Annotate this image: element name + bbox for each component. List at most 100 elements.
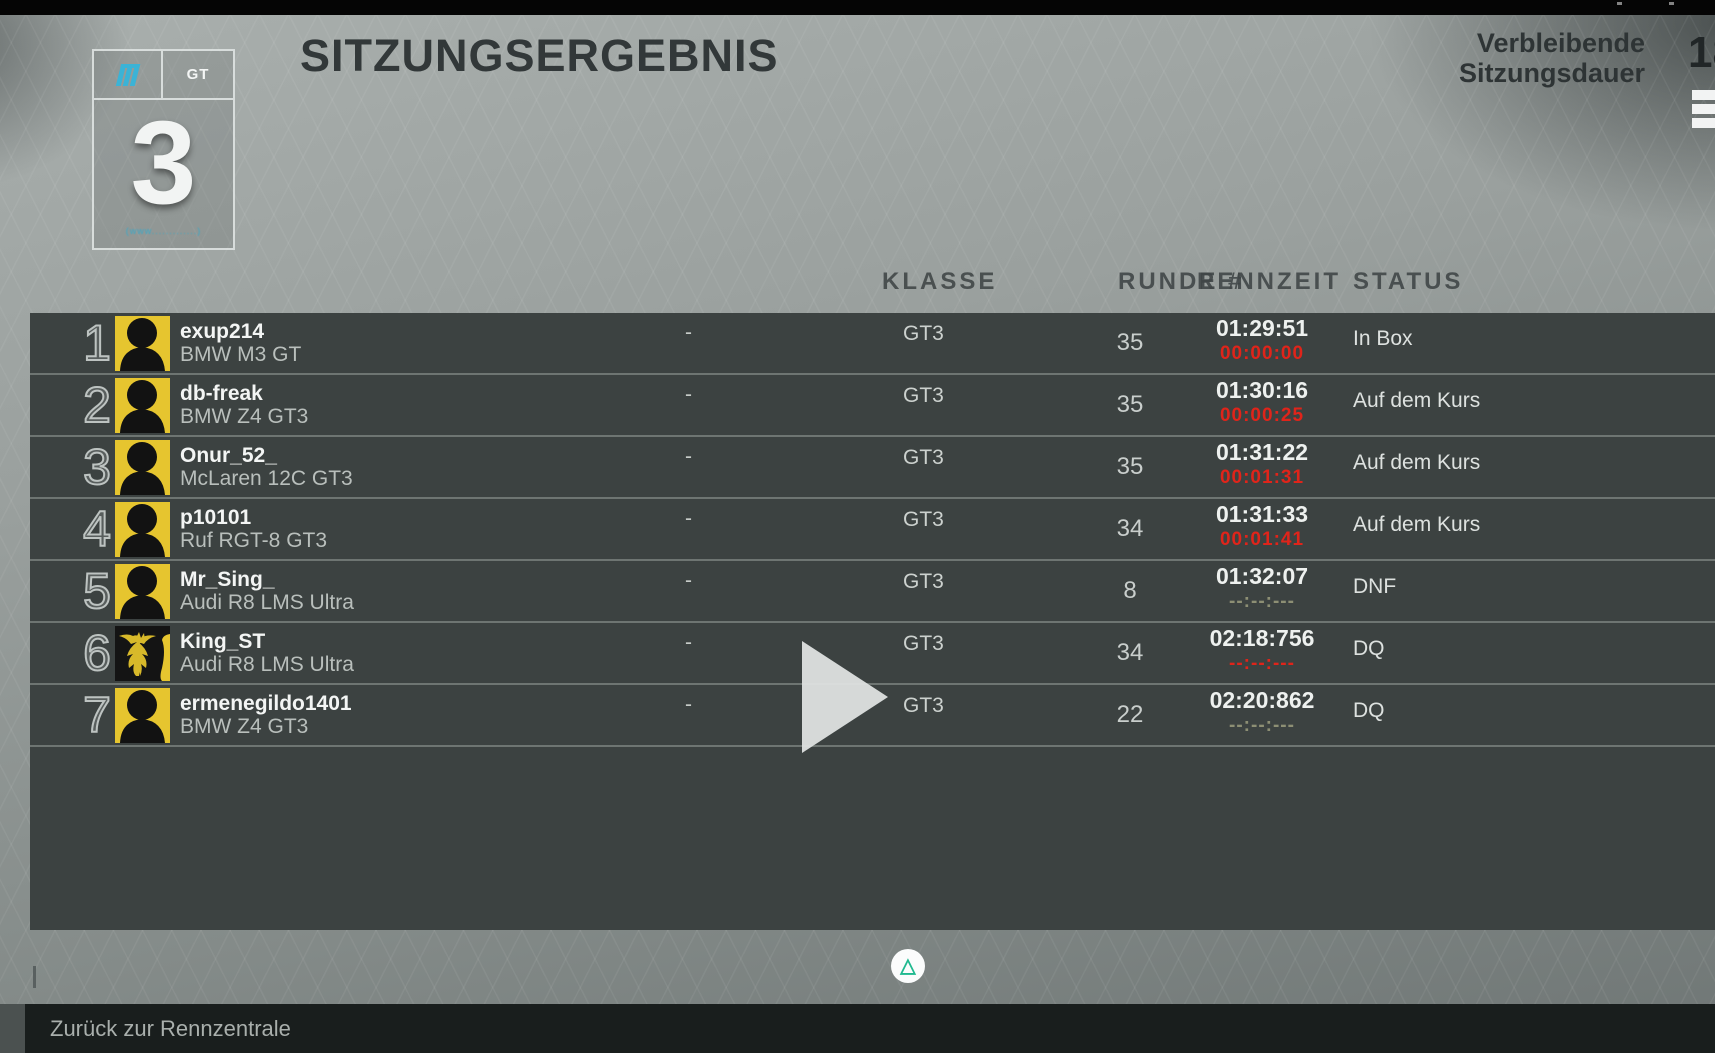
table-row[interactable]: 2 db-freak BMW Z4 GT3 - GT3 35 01:30:16 00…: [30, 375, 1715, 437]
logo-series-label: GT: [186, 66, 210, 83]
race-time: 01:31:22: [1215, 439, 1309, 465]
team-dash: -: [685, 693, 692, 716]
table-row[interactable]: 4 p10101 Ruf RGT-8 GT3 - GT3 34 01:31:33 0…: [30, 499, 1715, 561]
car-name: Ruf RGT-8 GT3: [180, 529, 328, 552]
car-name: Audi R8 LMS Ultra: [180, 591, 354, 614]
race-time: 01:29:51: [1215, 315, 1309, 341]
position-number: 3: [82, 438, 112, 496]
table-row[interactable]: 3 Onur_52_ McLaren 12C GT3 - GT3 35 01:31…: [30, 437, 1715, 499]
laps-cell: 34: [1116, 639, 1144, 666]
league-brand-icon: [94, 51, 163, 98]
player-name: exup214: [180, 320, 265, 343]
player-avatar: [115, 688, 170, 743]
player-name: ermenegildo1401: [180, 692, 352, 715]
race-time: 01:32:07: [1215, 563, 1309, 589]
car-name: BMW Z4 GT3: [180, 405, 309, 428]
class-cell: GT3: [903, 632, 944, 655]
team-dash: -: [685, 383, 692, 406]
bottom-action-bar[interactable]: Zurück zur Rennzentrale: [25, 1004, 1715, 1053]
team-dash: -: [685, 631, 692, 654]
bottom-bar-left-strip: [0, 1004, 25, 1053]
status-cell: DQ: [1353, 699, 1385, 722]
hamburger-menu-icon[interactable]: [1692, 90, 1715, 132]
column-header-status: STATUS: [1353, 268, 1464, 295]
flag-icon: [115, 63, 140, 86]
status-cell: In Box: [1353, 327, 1413, 350]
player-avatar-eagle: [115, 626, 170, 681]
column-header-rennzeit: RENNZEIT: [1197, 268, 1341, 295]
team-dash: -: [685, 569, 692, 592]
laps-cell: 22: [1116, 701, 1144, 728]
position-number: 7: [82, 686, 112, 744]
team-dash: -: [685, 507, 692, 530]
remaining-label-line1: Verbleibende: [1476, 28, 1645, 58]
team-dash: -: [685, 321, 692, 344]
laps-cell: 35: [1116, 453, 1144, 480]
laps-cell: 35: [1116, 329, 1144, 356]
class-cell: GT3: [903, 508, 944, 531]
player-name: db-freak: [180, 382, 263, 405]
position-number: 5: [82, 562, 112, 620]
race-time: 01:31:33: [1215, 501, 1309, 527]
class-cell: GT3: [903, 322, 944, 345]
player-name: p10101: [180, 506, 252, 529]
gap-time: 00:01:41: [1219, 529, 1305, 550]
status-cell: DNF: [1353, 575, 1397, 598]
remaining-session-label: Verbleibende Sitzungsdauer: [1459, 28, 1645, 88]
position-number: 1: [82, 314, 112, 372]
player-name: King_ST: [180, 630, 266, 653]
ps-triangle-button-icon[interactable]: △: [891, 949, 925, 983]
logo-url-text: (www.............): [125, 226, 202, 236]
race-time: 01:30:16: [1215, 377, 1309, 403]
player-avatar: [115, 502, 170, 557]
player-name: Mr_Sing_: [180, 568, 275, 591]
car-name: Audi R8 LMS Ultra: [180, 653, 354, 676]
class-cell: GT3: [903, 446, 944, 469]
laps-cell: 34: [1116, 515, 1144, 542]
gap-time: 00:01:31: [1219, 467, 1305, 488]
laps-cell: 35: [1116, 391, 1144, 418]
race-time: 02:18:756: [1209, 625, 1315, 651]
position-number: 4: [82, 500, 112, 558]
column-header-runde: RUNDE #: [1118, 268, 1245, 295]
table-row[interactable]: 1 exup214 BMW M3 GT - GT3 35 01:29:51 00:0…: [30, 313, 1715, 375]
remaining-session-value: 18: [1688, 28, 1715, 77]
gap-time: --:--:---: [1229, 591, 1295, 612]
car-name: BMW Z4 GT3: [180, 715, 309, 738]
class-cell: GT3: [903, 384, 944, 407]
position-number: 2: [82, 376, 112, 434]
gap-time: --:--:---: [1229, 653, 1295, 674]
gap-time: 00:00:25: [1219, 405, 1305, 426]
status-cell: Auf dem Kurs: [1353, 451, 1481, 474]
play-icon[interactable]: [802, 641, 888, 753]
triangle-glyph: △: [900, 955, 916, 977]
class-cell: GT3: [903, 570, 944, 593]
car-name: BMW M3 GT: [180, 343, 302, 366]
logo-class-number: 3: [130, 97, 197, 229]
player-name: Onur_52_: [180, 444, 277, 467]
remaining-label-line2: Sitzungsdauer: [1458, 58, 1645, 88]
status-cell: Auf dem Kurs: [1353, 513, 1481, 536]
race-time: 02:20:862: [1209, 687, 1315, 713]
status-cell: DQ: [1353, 637, 1385, 660]
gap-time: 00:00:00: [1219, 343, 1305, 364]
scroll-tick: [33, 966, 36, 988]
status-cell: Auf dem Kurs: [1353, 389, 1481, 412]
class-cell: GT3: [903, 694, 944, 717]
video-ui-speck: [1669, 2, 1674, 5]
video-top-bar: [0, 0, 1715, 15]
car-name: McLaren 12C GT3: [180, 467, 353, 490]
team-dash: -: [685, 445, 692, 468]
results-table: 1 exup214 BMW M3 GT - GT3 35 01:29:51 00:0…: [30, 313, 1715, 930]
gap-time: --:--:---: [1229, 715, 1295, 736]
page-title: SITZUNGSERGEBNIS: [300, 30, 779, 81]
league-logo: GT 3 (www.............): [92, 49, 235, 250]
player-avatar: [115, 378, 170, 433]
back-to-race-central-label: Zurück zur Rennzentrale: [50, 1015, 291, 1041]
table-row[interactable]: 5 Mr_Sing_ Audi R8 LMS Ultra - GT3 8 01:3…: [30, 561, 1715, 623]
position-number: 6: [82, 624, 112, 682]
player-avatar: [115, 316, 170, 371]
player-avatar: [115, 440, 170, 495]
video-ui-speck: [1617, 2, 1622, 5]
